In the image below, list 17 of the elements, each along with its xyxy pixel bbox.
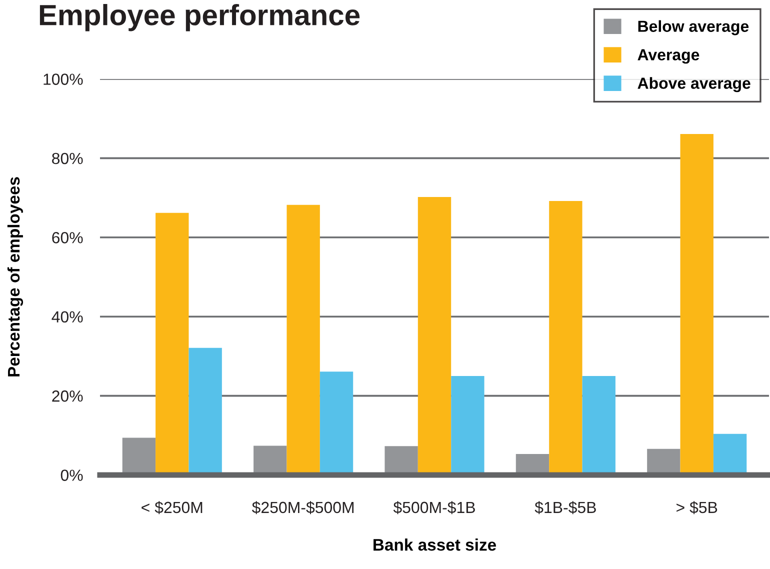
legend-label: Below average xyxy=(638,20,749,36)
y-tick-label: 0% xyxy=(60,470,83,481)
x-tick-label: $1B-$5B xyxy=(534,501,596,514)
x-tick-label: $250M-$500M xyxy=(252,501,354,514)
y-tick-label: 100% xyxy=(44,74,83,85)
x-tick-label: $500M-$1B xyxy=(393,501,475,514)
legend-label: Average xyxy=(638,49,700,64)
chart-title: Employee performance xyxy=(40,4,360,32)
y-tick-label: 20% xyxy=(52,390,83,402)
x-tick-label: < $250M xyxy=(142,501,202,514)
y-axis-title: Percentage of employees xyxy=(7,177,24,376)
y-tick-label: 60% xyxy=(52,232,83,244)
x-axis-title: Bank asset size xyxy=(374,538,496,551)
y-tick-label: 80% xyxy=(52,152,83,164)
x-tick-label: > $5B xyxy=(676,501,718,514)
y-tick-label: 40% xyxy=(52,311,83,323)
legend-label: Above average xyxy=(638,77,750,92)
